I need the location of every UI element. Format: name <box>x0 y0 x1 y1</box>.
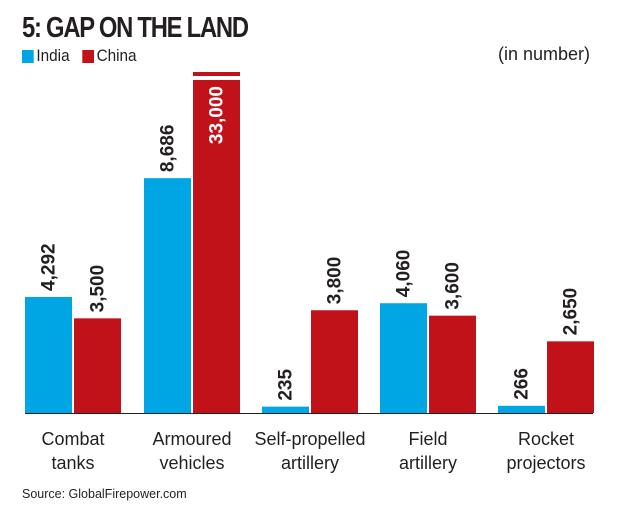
bar-india-1 <box>144 178 191 413</box>
data-label-india-4: 266 <box>512 368 533 400</box>
category-label-4-line-0: Rocket <box>518 429 574 449</box>
category-label-4-line-1: projectors <box>506 453 585 473</box>
category-label-3-line-1: artillery <box>399 453 457 473</box>
category-label-2-line-0: Self-propelled <box>254 429 365 449</box>
legend-swatch-india <box>22 49 34 63</box>
bar-china-1 <box>193 80 240 413</box>
data-label-india-0: 4,292 <box>39 243 60 291</box>
category-label-0-line-0: Combat <box>41 429 104 449</box>
bar-china-4 <box>547 341 594 413</box>
data-label-india-3: 4,060 <box>394 250 415 298</box>
source-note: Source: GlobalFirepower.com <box>22 487 187 501</box>
data-label-india-2: 235 <box>276 369 297 401</box>
category-label-3-line-0: Field <box>408 429 447 449</box>
data-label-china-4: 2,650 <box>561 288 582 336</box>
chart-title: 5: GAP ON THE LAND <box>22 12 249 44</box>
unit-note: (in number) <box>497 44 590 64</box>
legend-label-china: China <box>96 46 137 65</box>
legend-swatch-china <box>82 49 94 63</box>
legend: India China <box>22 46 149 66</box>
legend-label-india: India <box>36 46 70 65</box>
category-label-2-line-1: artillery <box>281 453 339 473</box>
bar-india-2 <box>262 406 309 413</box>
legend-item-india: India <box>22 46 70 66</box>
data-label-china-3: 3,600 <box>443 262 464 310</box>
data-label-china-2: 3,800 <box>325 257 346 305</box>
category-label-1-line-1: vehicles <box>159 453 224 473</box>
bar-china-3 <box>429 315 476 413</box>
bar-china-2 <box>311 310 358 413</box>
legend-item-china: China <box>82 46 137 66</box>
data-label-china-1: 33,000 <box>207 86 228 144</box>
bar-india-3 <box>380 303 427 413</box>
bar-break-cap <box>193 72 240 76</box>
data-label-india-1: 8,686 <box>158 125 179 173</box>
bar-india-4 <box>498 405 545 413</box>
category-label-0-line-1: tanks <box>51 453 94 473</box>
bar-china-0 <box>74 318 121 413</box>
category-label-1-line-0: Armoured <box>152 429 231 449</box>
bar-india-0 <box>25 296 72 413</box>
data-label-china-0: 3,500 <box>88 265 109 313</box>
